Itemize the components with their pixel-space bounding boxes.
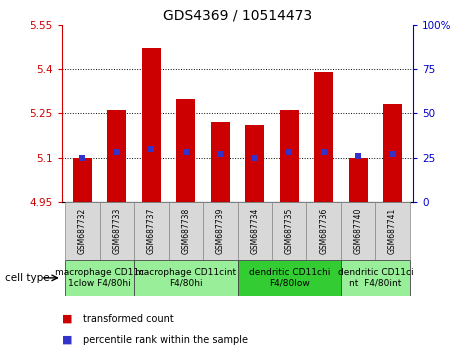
Text: GDS4369 / 10514473: GDS4369 / 10514473 [163,9,312,23]
Text: cell type: cell type [5,273,49,283]
Text: dendritic CD11chi
F4/80low: dendritic CD11chi F4/80low [248,268,330,287]
Text: GSM687738: GSM687738 [181,208,190,254]
Bar [73,158,92,202]
Text: ■: ■ [62,335,72,345]
Bar [134,202,169,260]
Bar [383,104,402,202]
Text: GSM687740: GSM687740 [353,208,362,254]
Text: GSM687732: GSM687732 [78,208,87,254]
Text: GSM687737: GSM687737 [147,208,156,254]
Bar [245,125,264,202]
Text: macrophage CD11c
1clow F4/80hi: macrophage CD11c 1clow F4/80hi [55,268,144,287]
Bar [142,48,161,202]
Bar [341,260,410,296]
Bar [211,122,230,202]
Bar [100,202,134,260]
Bar [238,260,341,296]
Text: dendritic CD11ci
nt  F4/80int: dendritic CD11ci nt F4/80int [338,268,413,287]
Bar [306,202,341,260]
Text: GSM687735: GSM687735 [285,208,294,254]
Bar [375,202,410,260]
Text: GSM687736: GSM687736 [319,208,328,254]
Bar [238,202,272,260]
Bar [134,260,238,296]
Bar [280,110,299,202]
Bar [314,72,333,202]
Bar [203,202,238,260]
Text: macrophage CD11cint
F4/80hi: macrophage CD11cint F4/80hi [135,268,237,287]
Bar [341,202,375,260]
Bar [107,110,126,202]
Text: GSM687733: GSM687733 [113,208,122,254]
Bar [65,260,134,296]
Bar [272,202,306,260]
Bar [176,98,195,202]
Text: percentile rank within the sample: percentile rank within the sample [83,335,248,345]
Bar [65,202,100,260]
Text: GSM687734: GSM687734 [250,208,259,254]
Text: ■: ■ [62,314,72,324]
Bar [349,158,368,202]
Text: GSM687739: GSM687739 [216,208,225,254]
Text: GSM687741: GSM687741 [388,208,397,254]
Bar [169,202,203,260]
Text: transformed count: transformed count [83,314,174,324]
